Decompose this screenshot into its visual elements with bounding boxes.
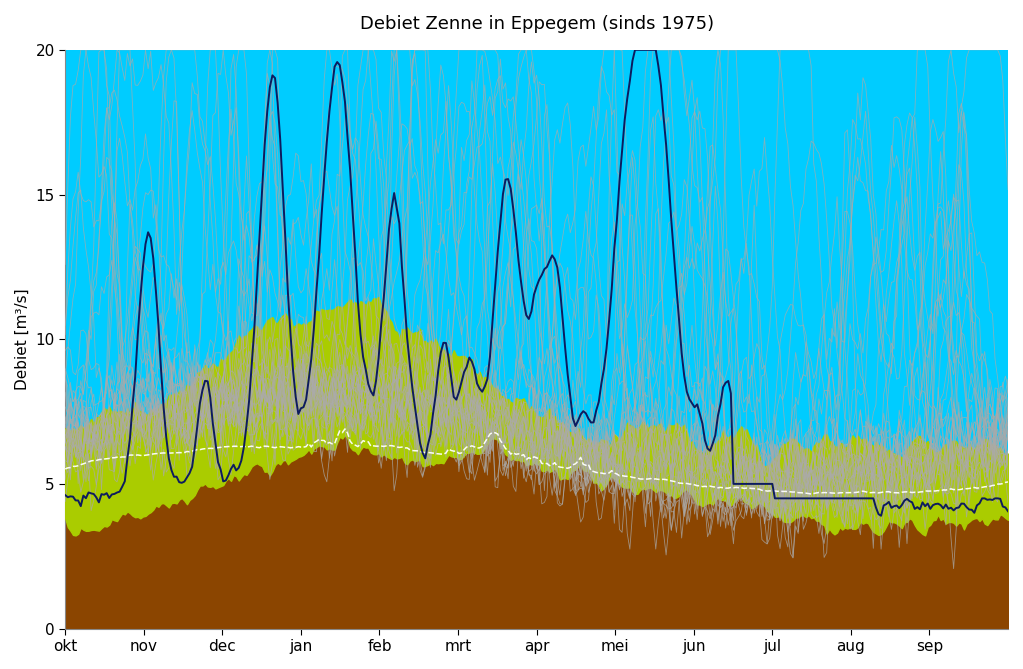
Y-axis label: Debiet [m³/s]: Debiet [m³/s] [15,288,30,390]
Title: Debiet Zenne in Eppegem (sinds 1975): Debiet Zenne in Eppegem (sinds 1975) [359,15,714,33]
